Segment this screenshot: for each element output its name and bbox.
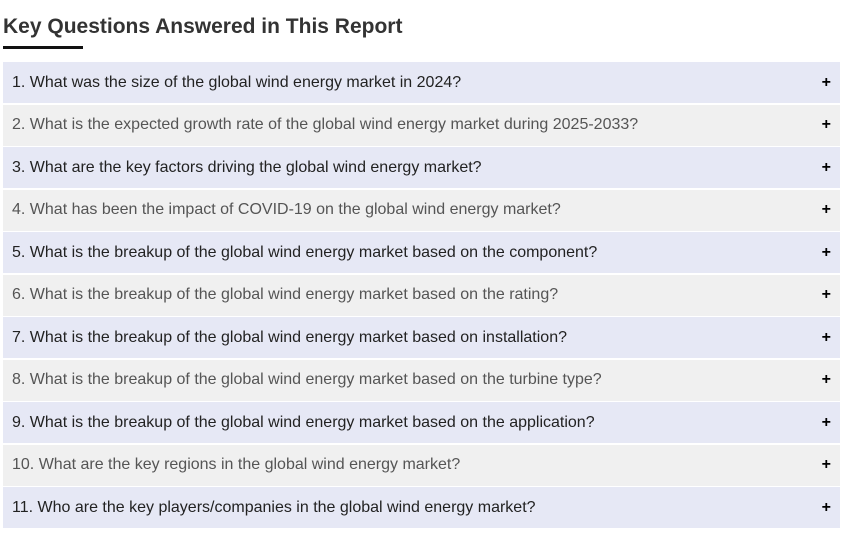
faq-item[interactable]: 4. What has been the impact of COVID-19 …: [3, 189, 840, 231]
faq-question: 4. What has been the impact of COVID-19 …: [12, 201, 561, 218]
faq-question: 5. What is the breakup of the global win…: [12, 243, 598, 261]
faq-item[interactable]: 10. What are the key regions in the glob…: [3, 444, 840, 486]
faq-item[interactable]: 8. What is the breakup of the global win…: [3, 359, 840, 401]
faq-question: 10. What are the key regions in the glob…: [12, 456, 461, 473]
faq-question: 8. What is the breakup of the global win…: [12, 371, 602, 388]
faq-question: 7. What is the breakup of the global win…: [12, 328, 567, 346]
faq-item[interactable]: 1. What was the size of the global wind …: [3, 62, 840, 103]
faq-item[interactable]: 5. What is the breakup of the global win…: [3, 232, 840, 273]
heading-underline: [3, 46, 83, 49]
faq-question: 2. What is the expected growth rate of t…: [12, 116, 639, 133]
faq-item[interactable]: 6. What is the breakup of the global win…: [3, 274, 840, 316]
faq-question: 6. What is the breakup of the global win…: [12, 286, 559, 303]
plus-icon[interactable]: +: [821, 413, 831, 431]
plus-icon[interactable]: +: [821, 286, 831, 303]
faq-item[interactable]: 11. Who are the key players/companies in…: [3, 487, 840, 528]
faq-list: 1. What was the size of the global wind …: [3, 62, 840, 530]
faq-question: 1. What was the size of the global wind …: [12, 73, 462, 91]
faq-question: 3. What are the key factors driving the …: [12, 158, 482, 176]
faq-item[interactable]: 3. What are the key factors driving the …: [3, 147, 840, 188]
plus-icon[interactable]: +: [821, 201, 831, 218]
plus-icon[interactable]: +: [821, 456, 831, 473]
faq-item[interactable]: 2. What is the expected growth rate of t…: [3, 104, 840, 146]
plus-icon[interactable]: +: [821, 158, 831, 176]
faq-item[interactable]: 7. What is the breakup of the global win…: [3, 317, 840, 358]
faq-question: 11. Who are the key players/companies in…: [12, 498, 536, 516]
plus-icon[interactable]: +: [821, 328, 831, 346]
section-heading: Key Questions Answered in This Report: [3, 15, 403, 38]
faq-question: 9. What is the breakup of the global win…: [12, 413, 595, 431]
plus-icon[interactable]: +: [821, 371, 831, 388]
plus-icon[interactable]: +: [821, 243, 831, 261]
plus-icon[interactable]: +: [821, 498, 831, 516]
faq-item[interactable]: 9. What is the breakup of the global win…: [3, 402, 840, 443]
plus-icon[interactable]: +: [821, 116, 831, 133]
plus-icon[interactable]: +: [821, 73, 831, 91]
